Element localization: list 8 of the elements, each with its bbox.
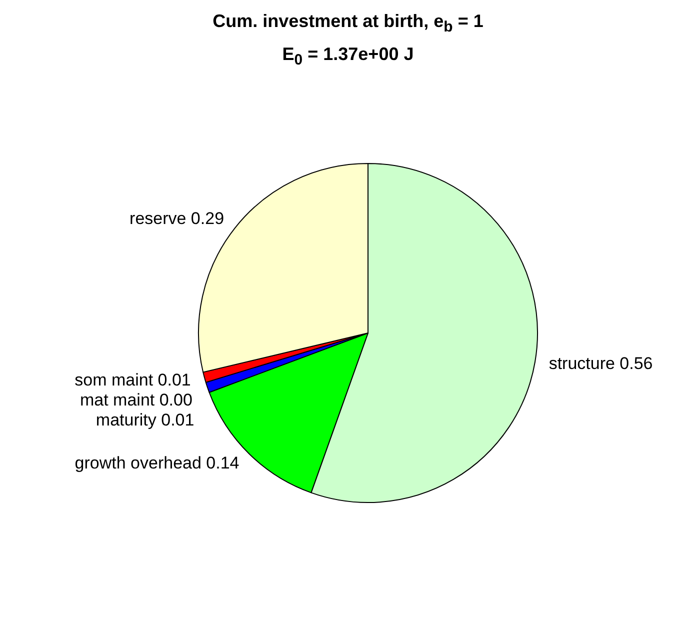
- category-label: mat maint 0.00: [80, 390, 192, 410]
- chart-subtitle: E$_{0}$ = 1.37e+00 J: [281, 42, 415, 70]
- slice-label: reserve 0.29: [130, 209, 224, 228]
- chart-title: Cum. investment at birth, e$_{b}$ = 1: [212, 10, 484, 38]
- slice-label: maturity 0.01: [96, 410, 194, 430]
- slice-label: growth overhead 0.14: [74, 454, 240, 473]
- slice-label: som maint 0.01: [74, 370, 191, 390]
- slice-label: structure 0.56: [548, 354, 653, 374]
